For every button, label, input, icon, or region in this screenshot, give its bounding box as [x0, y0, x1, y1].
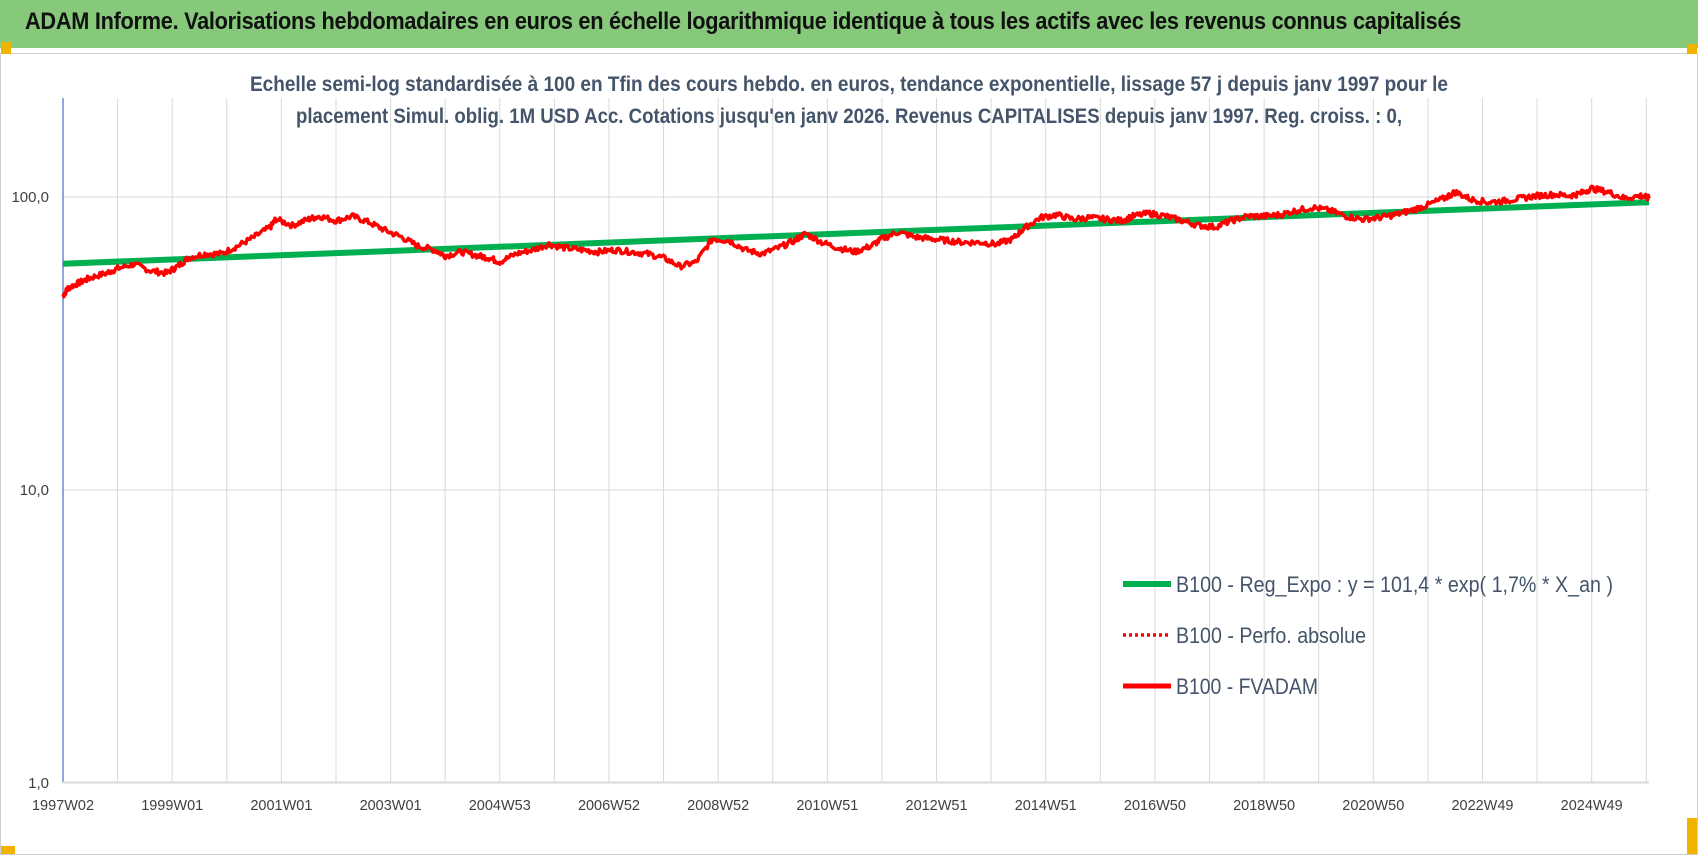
x-tick-label: 2004W53 [469, 797, 531, 814]
axes: 1,0 10,0 100,0 1997W02 1999W01 2001W01 2003W01… [11, 98, 1649, 814]
x-tick-label: 2020W50 [1342, 797, 1404, 814]
x-tick-label: 2024W49 [1561, 797, 1623, 814]
x-tick-label: 1997W02 [32, 797, 94, 814]
corner-mark-top-left [1, 42, 11, 54]
x-tick-label: 2003W01 [360, 797, 422, 814]
grid [63, 98, 1649, 784]
chart-subtitle-line-1: Echelle semi-log standardisée à 100 en T… [250, 73, 1448, 96]
series-line-fvadam [61, 184, 1651, 299]
chart: 1,0 10,0 100,0 1997W02 1999W01 2001W01 2003W01… [11, 73, 1651, 814]
legend-label: B100 - Perfo. absolue [1176, 623, 1366, 648]
header-bar: ADAM Informe. Valorisations hebdomadaire… [0, 0, 1698, 48]
x-tick-label: 2008W52 [687, 797, 749, 814]
x-tick-label: 2012W51 [906, 797, 968, 814]
x-tick-label: 2014W51 [1015, 797, 1077, 814]
corner-mark-top-right [1687, 44, 1697, 54]
series [61, 184, 1651, 299]
x-tick-label: 2010W51 [796, 797, 858, 814]
x-tick-label: 2016W50 [1124, 797, 1186, 814]
chart-subtitle-line-2: placement Simul. oblig. 1M USD Acc. Cota… [296, 105, 1402, 128]
x-tick-label: 2018W50 [1233, 797, 1295, 814]
x-tick-label: 1999W01 [141, 797, 203, 814]
page-title: ADAM Informe. Valorisations hebdomadaire… [25, 8, 1462, 35]
corner-mark-bottom-right [1687, 818, 1697, 854]
legend-label: B100 - FVADAM [1176, 674, 1318, 699]
y-tick-label: 100,0 [11, 189, 49, 206]
chart-frame: 1,0 10,0 100,0 1997W02 1999W01 2001W01 2003W01… [0, 42, 1698, 855]
corner-mark-bottom-left [1, 846, 15, 854]
x-tick-label: 2006W52 [578, 797, 640, 814]
legend: B100 - Reg_Expo : y = 101,4 * exp( 1,7% … [1123, 572, 1613, 699]
chart-subtitle: Echelle semi-log standardisée à 100 en T… [250, 73, 1448, 128]
y-tick-label: 10,0 [20, 482, 49, 499]
legend-label: B100 - Reg_Expo : y = 101,4 * exp( 1,7% … [1176, 572, 1613, 597]
y-tick-label: 1,0 [28, 775, 49, 792]
x-tick-label: 2022W49 [1451, 797, 1513, 814]
x-tick-label: 2001W01 [250, 797, 312, 814]
